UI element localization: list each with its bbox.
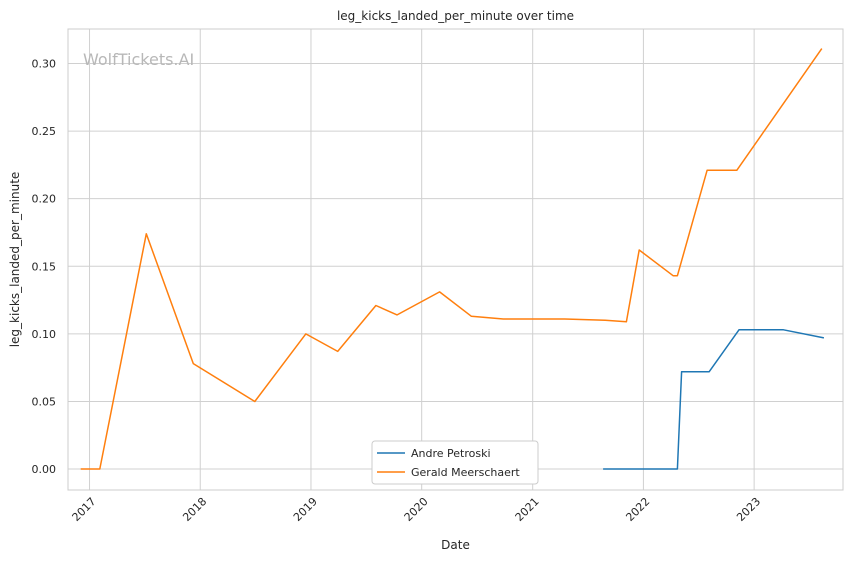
plot-area bbox=[68, 29, 843, 490]
x-axis-title: Date bbox=[441, 538, 470, 552]
x-tick-label: 2017 bbox=[70, 495, 99, 524]
watermark-text: WolfTickets.AI bbox=[83, 50, 194, 69]
x-tick-label: 2020 bbox=[402, 495, 431, 524]
y-tick-label: 0.10 bbox=[32, 328, 57, 341]
series-line-1 bbox=[80, 48, 823, 470]
x-tick-labels: 2017 2018 2019 2020 2021 2022 2023 bbox=[70, 495, 764, 524]
legend-items: Andre Petroski Gerald Meerschaert bbox=[377, 447, 520, 479]
x-tick-label: 2022 bbox=[623, 495, 652, 524]
chart-title: leg_kicks_landed_per_minute over time bbox=[337, 9, 574, 23]
y-tick-label: 0.25 bbox=[32, 125, 57, 138]
axis-frame bbox=[67, 28, 844, 491]
legend-label-0: Andre Petroski bbox=[411, 447, 491, 460]
legend: Andre Petroski Gerald Meerschaert bbox=[371, 440, 539, 485]
legend-label-1: Gerald Meerschaert bbox=[411, 466, 520, 479]
plot-border bbox=[67, 28, 844, 491]
legend-box bbox=[371, 440, 539, 485]
series-lines bbox=[80, 48, 825, 470]
y-tick-label: 0.15 bbox=[32, 260, 57, 273]
x-tick-label: 2019 bbox=[291, 495, 320, 524]
y-tick-label: 0.00 bbox=[32, 463, 57, 476]
x-tick-label: 2018 bbox=[180, 495, 209, 524]
y-tick-label: 0.30 bbox=[32, 57, 57, 70]
y-tick-label: 0.05 bbox=[32, 395, 57, 408]
x-tick-label: 2023 bbox=[734, 495, 763, 524]
series-line-0 bbox=[603, 329, 825, 470]
grid-lines bbox=[68, 29, 843, 490]
y-tick-label: 0.20 bbox=[32, 193, 57, 206]
x-tick-label: 2021 bbox=[513, 495, 542, 524]
y-axis-title: leg_kicks_landed_per_minute bbox=[8, 172, 22, 348]
y-tick-labels: 0.00 0.05 0.10 0.15 0.20 0.25 0.30 bbox=[32, 57, 57, 476]
